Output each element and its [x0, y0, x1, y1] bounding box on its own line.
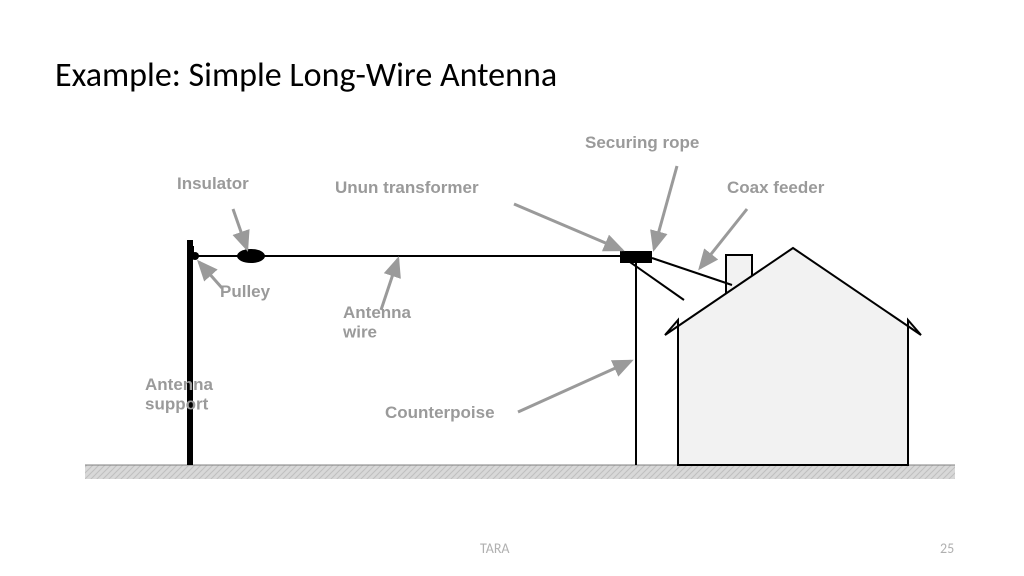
label-arrow-securing_rope — [654, 166, 677, 249]
antenna-support-pole — [187, 240, 193, 465]
unun-transformer — [620, 251, 652, 263]
slide: Example: Simple Long-Wire Antenna Insula… — [0, 0, 1024, 576]
label-arrow-counterpoise — [518, 361, 631, 412]
label-arrow-unun — [514, 204, 622, 250]
coax-feeder — [652, 258, 732, 285]
footer-page-number: 25 — [940, 540, 954, 557]
footer-center: TARA — [480, 540, 510, 557]
label-counterpoise: Counterpoise — [385, 403, 495, 422]
label-antenna_wire: Antennawire — [342, 303, 412, 342]
ground — [85, 465, 955, 479]
label-antenna_support: Antennasupport — [145, 375, 214, 414]
antenna-diagram: Insulator Pulley Unun transformer Securing … — [0, 0, 1024, 576]
label-coax_feeder: Coax feeder — [727, 178, 825, 197]
insulator — [237, 249, 265, 263]
label-insulator: Insulator — [177, 174, 249, 193]
house — [665, 248, 921, 465]
label-pulley: Pulley — [220, 282, 271, 301]
label-arrow-pulley — [199, 262, 222, 288]
label-securing_rope: Securing rope — [585, 133, 699, 152]
label-arrow-insulator — [233, 209, 247, 249]
label-unun: Unun transformer — [335, 178, 479, 197]
